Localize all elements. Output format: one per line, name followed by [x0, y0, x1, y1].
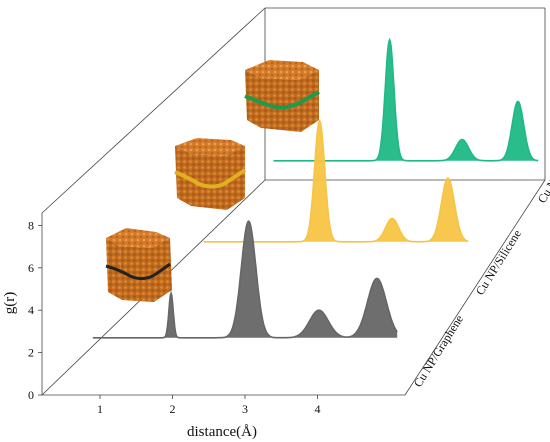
y-tick-label: 0	[28, 388, 34, 402]
graphene-nanoparticle-image	[105, 228, 172, 302]
silicene-nanoparticle-image	[174, 138, 247, 210]
floor-right-diagonal	[404, 179, 546, 396]
series-line	[92, 220, 398, 339]
x-tick-label: 3	[242, 402, 248, 416]
y-tick-label: 4	[28, 303, 34, 317]
series-layer	[92, 37, 539, 339]
series-label: Cu NP/Silicene	[473, 227, 524, 297]
series-cu-np-graphene	[92, 220, 398, 339]
series-area	[92, 221, 398, 338]
x-axis-label: distance(Å)	[187, 424, 257, 440]
left-top-diagonal	[41, 7, 266, 214]
x-tick-label: 1	[97, 402, 103, 416]
x-tick-label: 2	[170, 402, 176, 416]
germanene-nanoparticle-image	[244, 60, 320, 132]
y-tick-label: 2	[28, 346, 34, 360]
series-label: Cu NP/Germanene	[535, 121, 550, 206]
y-axis: 0 2 4 6 8	[28, 218, 42, 402]
series-area	[273, 39, 539, 161]
y-tick-label: 6	[28, 261, 34, 275]
y-axis-label: g(r)	[2, 292, 18, 315]
y-tick-label: 8	[28, 218, 34, 232]
x-axis: 1 2 3 4	[97, 395, 321, 416]
series-label: Cu NP/Graphene	[411, 312, 466, 389]
series-area	[203, 120, 469, 242]
x-tick-label: 4	[315, 402, 321, 416]
